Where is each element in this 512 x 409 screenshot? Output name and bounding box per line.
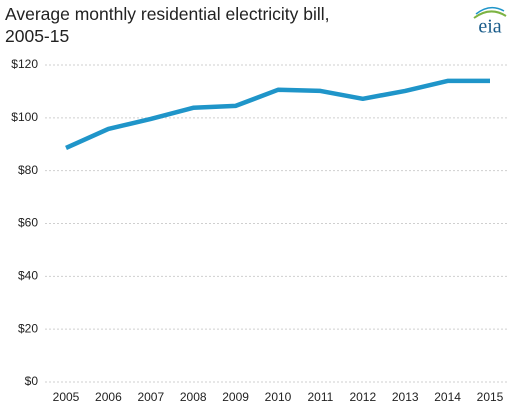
y-tick-label: $0 — [25, 374, 39, 388]
x-tick-label: 2008 — [180, 390, 207, 404]
y-tick-label: $120 — [11, 57, 38, 71]
logo-text: eia — [478, 16, 501, 38]
logo-arc — [473, 10, 507, 19]
x-tick-label: 2011 — [307, 390, 333, 404]
y-tick-label: $80 — [18, 163, 38, 177]
y-tick-label: $20 — [18, 321, 38, 335]
x-tick-label: 2014 — [434, 390, 461, 404]
x-tick-label: 2010 — [265, 390, 292, 404]
x-tick-label: 2005 — [53, 390, 80, 404]
x-tick-label: 2015 — [477, 390, 504, 404]
y-tick-label: $40 — [18, 269, 38, 283]
x-tick-label: 2012 — [349, 390, 376, 404]
data-line — [65, 78, 490, 150]
y-tick-label: $60 — [18, 216, 38, 230]
chart-title: Average monthly residential electricity … — [5, 4, 330, 46]
x-tick-label: 2009 — [222, 390, 249, 404]
logo: eia — [473, 6, 507, 38]
logo-arc — [475, 6, 505, 15]
x-tick-label: 2006 — [95, 390, 122, 404]
x-tick-label: 2007 — [137, 390, 164, 404]
x-tick-label: 2013 — [392, 390, 419, 404]
y-tick-label: $100 — [11, 110, 38, 124]
